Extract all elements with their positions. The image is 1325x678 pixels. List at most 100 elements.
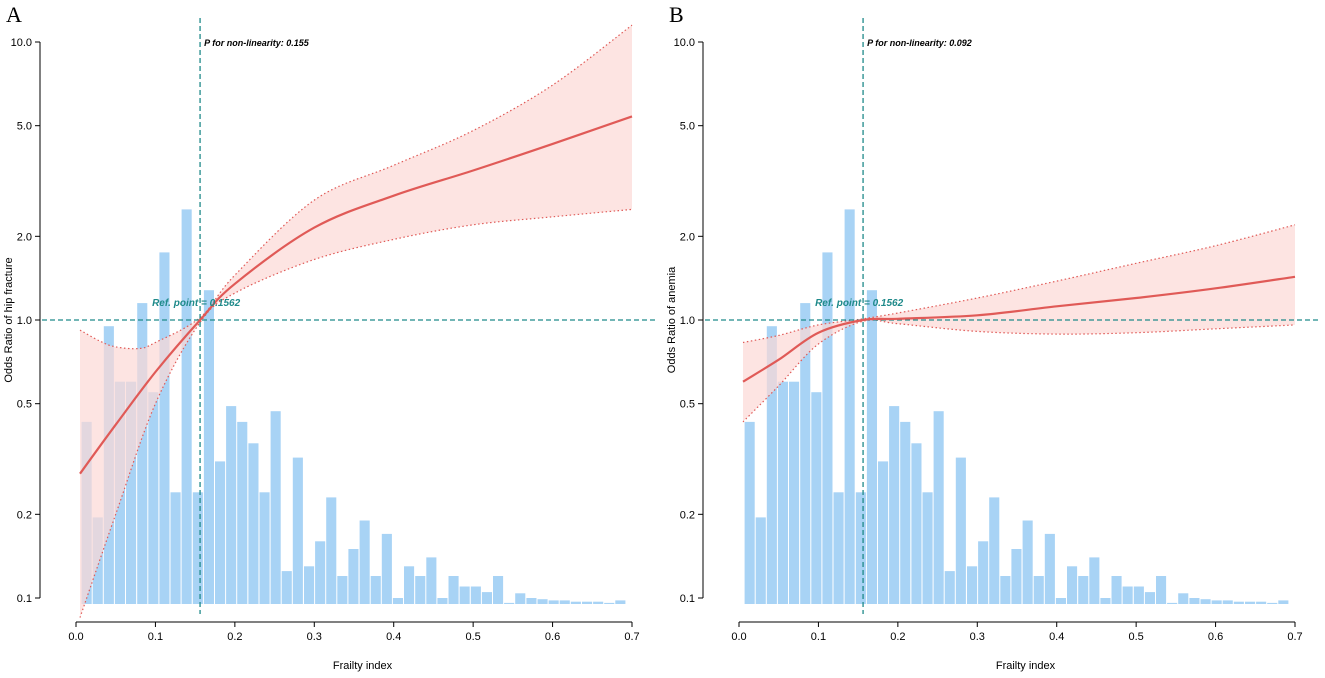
x-tick-label: 0.1 xyxy=(148,631,163,643)
y-tick-label: 0.1 xyxy=(680,593,695,605)
y-tick-label: 5.0 xyxy=(680,121,695,133)
histogram-bar xyxy=(1022,520,1033,604)
y-tick-label: 5.0 xyxy=(17,121,32,133)
panel-label-a: A xyxy=(6,2,22,27)
histogram-bar xyxy=(844,209,855,604)
histogram-bar xyxy=(1189,598,1200,604)
annotation-p-nonlinearity: P for non-linearity: 0.092 xyxy=(867,38,972,48)
ci-band xyxy=(743,224,1295,422)
histogram-bar xyxy=(315,541,326,604)
chart-a: P for non-linearity: 0.155 Ref. point = 0… xyxy=(3,18,657,672)
histogram-bar xyxy=(1044,533,1055,604)
histogram-bar xyxy=(1055,598,1066,604)
x-tick-label: 0.7 xyxy=(624,631,639,643)
histogram-bar xyxy=(526,598,537,604)
annotation-p-nonlinearity: P for non-linearity: 0.155 xyxy=(204,38,310,48)
histogram-bar xyxy=(1067,566,1078,604)
histogram-bar xyxy=(137,303,148,604)
panel-b: B P for non-linearity: 0.092 Ref. point =… xyxy=(663,0,1325,678)
histogram-bar xyxy=(181,209,192,604)
histogram-bar xyxy=(866,290,877,604)
x-tick-label: 0.5 xyxy=(1128,631,1143,643)
x-tick-label: 0.7 xyxy=(1287,631,1302,643)
histogram-bar xyxy=(1089,557,1100,604)
histogram-bar xyxy=(1122,586,1133,604)
y-tick-label: 0.5 xyxy=(17,399,32,411)
y-tick-label: 2.0 xyxy=(680,231,695,243)
y-tick-label: 0.2 xyxy=(17,509,32,521)
x-tick-label: 0.6 xyxy=(545,631,560,643)
y-tick-label: 10.0 xyxy=(674,37,695,49)
histogram-bar xyxy=(392,598,403,604)
histogram-bar xyxy=(1278,600,1289,604)
histogram-bar xyxy=(159,252,170,604)
histogram-bar xyxy=(800,303,811,604)
histogram xyxy=(744,209,1289,604)
histogram-bar xyxy=(822,252,833,604)
histogram-bar xyxy=(437,598,448,604)
histogram-bar xyxy=(415,576,426,604)
histogram-bar xyxy=(604,602,615,604)
histogram-bar xyxy=(967,566,978,604)
histogram-bar xyxy=(955,457,966,604)
histogram-bar xyxy=(944,571,955,604)
histogram-bar xyxy=(348,549,359,604)
histogram-bar xyxy=(470,586,481,604)
histogram-bar xyxy=(744,421,755,604)
y-tick-label: 1.0 xyxy=(680,315,695,327)
histogram-bar xyxy=(281,571,292,604)
histogram-bar xyxy=(833,492,844,604)
histogram-bar xyxy=(582,601,593,604)
histogram-bar xyxy=(292,457,303,604)
histogram-bar xyxy=(922,492,933,604)
histogram-bar xyxy=(448,576,459,604)
histogram-bar xyxy=(537,599,548,604)
x-tick-label: 0.6 xyxy=(1208,631,1223,643)
histogram-bar xyxy=(1133,586,1144,604)
histogram-bar xyxy=(1078,576,1089,604)
histogram-bar xyxy=(426,557,437,604)
spline-curve xyxy=(79,115,633,475)
histogram-bar xyxy=(1100,598,1111,604)
histogram xyxy=(81,209,626,604)
y-tick-label: 0.1 xyxy=(17,593,32,605)
histogram-bar xyxy=(1011,549,1022,604)
x-tick-label: 0.5 xyxy=(465,631,480,643)
histogram-bar xyxy=(755,517,766,604)
x-tick-label: 0.1 xyxy=(811,631,826,643)
histogram-bar xyxy=(493,576,504,604)
histogram-bar xyxy=(593,601,604,604)
histogram-bar xyxy=(370,576,381,604)
histogram-bar xyxy=(504,602,515,604)
ci-upper-line xyxy=(742,224,1296,344)
x-tick-label: 0.4 xyxy=(1049,631,1064,643)
x-tick-label: 0.2 xyxy=(890,631,905,643)
y-axis-title: Odds Ratio of anemia xyxy=(666,266,678,373)
histogram-bar xyxy=(559,600,570,604)
histogram-bar xyxy=(978,541,989,604)
histogram-bar xyxy=(889,406,900,604)
y-tick-label: 10.0 xyxy=(11,37,32,49)
y-tick-label: 2.0 xyxy=(17,231,32,243)
histogram-bar xyxy=(226,406,237,604)
histogram-bar xyxy=(548,600,559,604)
histogram-bar xyxy=(933,411,944,604)
histogram-bar xyxy=(203,290,214,604)
histogram-bar xyxy=(170,492,181,604)
histogram-bar xyxy=(259,492,270,604)
histogram-bar xyxy=(1144,592,1155,604)
histogram-bar xyxy=(126,381,137,604)
histogram-bar xyxy=(1000,576,1011,604)
y-tick-label: 1.0 xyxy=(17,315,32,327)
histogram-bar xyxy=(381,533,392,604)
histogram-bar xyxy=(237,421,248,604)
histogram-bar xyxy=(811,392,822,604)
histogram-bar xyxy=(1200,599,1211,604)
x-tick-label: 0.4 xyxy=(386,631,401,643)
histogram-bar xyxy=(515,593,526,604)
histogram-bar xyxy=(404,566,415,604)
x-axis-title: Frailty index xyxy=(333,660,393,672)
y-tick-label: 0.2 xyxy=(680,509,695,521)
histogram-bar xyxy=(855,492,866,604)
histogram-bar xyxy=(878,461,889,604)
